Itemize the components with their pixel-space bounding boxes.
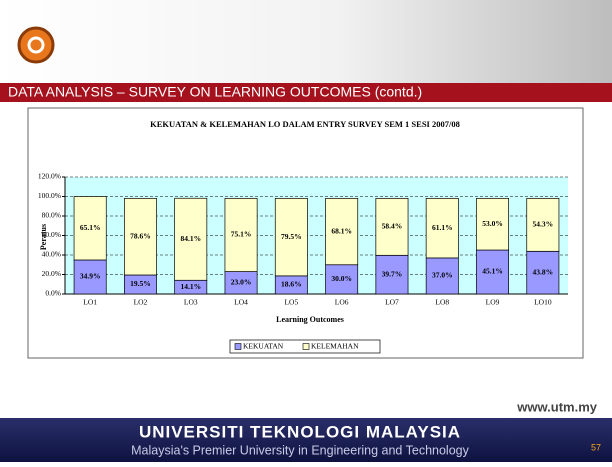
value-label: 54.3%: [533, 220, 554, 229]
x-tick-label: LO7: [385, 298, 399, 307]
y-tick-label: 20.0%: [42, 269, 61, 278]
value-label: 75.1%: [231, 230, 252, 239]
value-label: 45.1%: [482, 267, 503, 276]
value-label: 53.0%: [482, 219, 503, 228]
y-tick-label: 40.0%: [42, 250, 61, 259]
value-label: 78.6%: [130, 231, 151, 240]
value-label: 30.0%: [331, 274, 352, 283]
x-tick-label: LO3: [184, 298, 198, 307]
logo: [19, 28, 53, 62]
x-axis-label: Learning Outcomes: [276, 315, 344, 324]
value-label: 34.9%: [80, 272, 101, 281]
y-tick-label: 100.0%: [38, 191, 61, 200]
value-label: 19.5%: [130, 279, 151, 288]
x-tick-label: LO5: [284, 298, 298, 307]
value-label: 14.1%: [180, 282, 201, 291]
x-tick-label: LO4: [234, 298, 248, 307]
x-tick-label: LO6: [335, 298, 349, 307]
university: UNIVERSITI TEKNOLOGI MALAYSIA: [139, 422, 461, 441]
legend-label: KEKUATAN: [243, 342, 284, 351]
legend-swatch: [303, 344, 309, 350]
value-label: 68.1%: [331, 226, 352, 235]
value-label: 39.7%: [382, 269, 403, 278]
y-tick-label: 60.0%: [42, 230, 61, 239]
x-tick-label: LO2: [134, 298, 148, 307]
page: DATA ANALYSIS – SURVEY ON LEARNING OUTCO…: [0, 0, 612, 462]
x-tick-label: LO8: [435, 298, 449, 307]
legend-label: KELEMAHAN: [311, 342, 359, 351]
value-label: 43.8%: [533, 267, 554, 276]
value-label: 65.1%: [80, 223, 101, 232]
y-tick-label: 120.0%: [38, 172, 61, 181]
y-tick-label: 80.0%: [42, 211, 61, 220]
x-tick-label: LO10: [534, 298, 552, 307]
value-label: 79.5%: [281, 232, 302, 241]
y-tick-label: 0.0%: [45, 289, 61, 298]
url: www.utm.my: [516, 399, 597, 414]
value-label: 61.1%: [432, 223, 453, 232]
value-label: 58.4%: [382, 222, 403, 231]
value-label: 23.0%: [231, 278, 252, 287]
value-label: 37.0%: [432, 271, 453, 280]
slide-title: DATA ANALYSIS – SURVEY ON LEARNING OUTCO…: [8, 84, 422, 100]
value-label: 18.6%: [281, 280, 302, 289]
value-label: 84.1%: [180, 234, 201, 243]
slide: DATA ANALYSIS – SURVEY ON LEARNING OUTCO…: [0, 0, 612, 462]
tagline: Malaysia's Premier University in Enginee…: [131, 443, 469, 457]
header-bg: [0, 0, 612, 83]
chart-title: KEKUATAN & KELEMAHAN LO DALAM ENTRY SURV…: [150, 119, 460, 129]
legend-swatch: [235, 344, 241, 350]
page-number: 57: [591, 442, 601, 452]
x-tick-label: LO1: [83, 298, 97, 307]
x-tick-label: LO9: [486, 298, 500, 307]
